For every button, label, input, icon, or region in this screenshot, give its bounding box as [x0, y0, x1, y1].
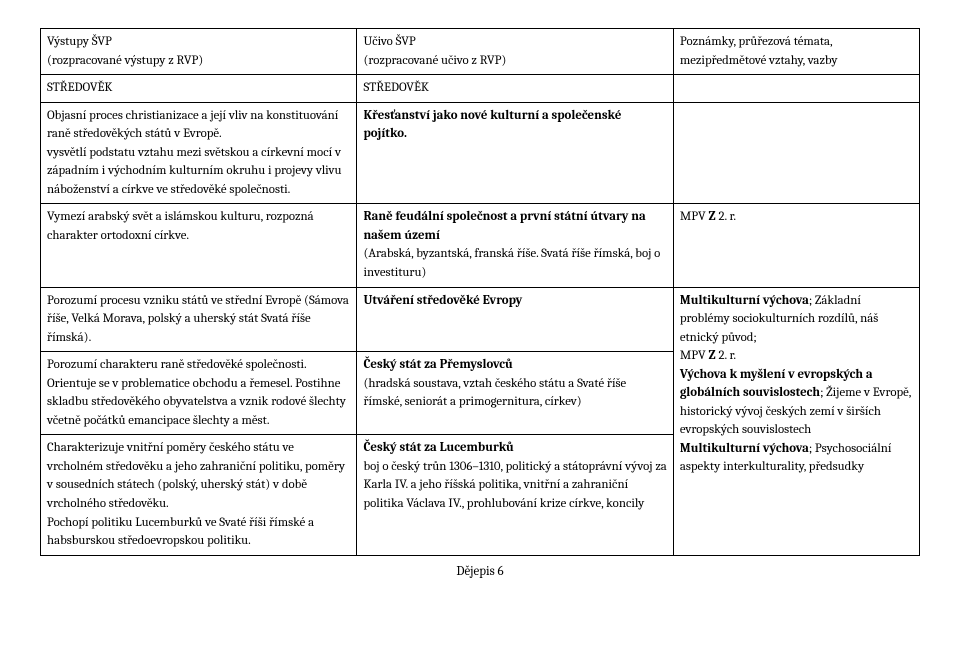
row3c-col1-p2: Pochopí politiku Lucemburků ve Svaté říš… — [47, 514, 350, 551]
header-col2-line2: (rozpracované učivo z RVP) — [363, 53, 506, 68]
row2-col3-pre: MPV — [680, 209, 709, 224]
row2-col1: Vymezí arabský svět a islámskou kulturu,… — [41, 204, 357, 287]
header-col3-line1: Poznámky, průřezová témata, — [680, 34, 833, 49]
row3c-col1-p1: Charakterizuje vnitřní poměry českého st… — [47, 439, 350, 513]
row3b-col2-b: Český stát za Přemyslovců — [363, 356, 666, 375]
row2-col2: Raně feudální společnost a první státní … — [357, 204, 673, 287]
row2-col3-bold: Z — [709, 209, 716, 224]
header-col-2: Učivo ŠVP (rozpracované učivo z RVP) — [357, 29, 673, 75]
row3a-col2-b: Utváření středověké Evropy — [363, 293, 522, 308]
c3-mpv-pre: MPV — [680, 348, 709, 363]
header-col1-line1: Výstupy ŠVP — [47, 34, 112, 49]
content-row-3a: Porozumí procesu vzniku států ve střední… — [41, 287, 920, 352]
header-col1-line2: (rozpracované výstupy z RVP) — [47, 53, 203, 68]
row3c-col2-p: boj o český trůn 1306–1310, politický a … — [363, 458, 666, 514]
header-col2-line1: Učivo ŠVP — [363, 34, 415, 49]
c3-mpv-suf: 2. r. — [716, 348, 736, 363]
row1-col2: Křesťanství jako nové kulturní a společe… — [357, 102, 673, 204]
c3-mpv-b: Z — [709, 348, 716, 363]
row1-col1: Objasní proces christianizace a její vli… — [41, 102, 357, 204]
row2-col2-bold: Raně feudální společnost a první státní … — [363, 208, 666, 245]
c3-b3: Multikulturní výchova — [680, 441, 809, 456]
row3b-col1: Porozumí charakteru raně středověké spol… — [41, 352, 357, 435]
row3-col3-merged: Multikulturní výchova; Základní problémy… — [673, 287, 919, 555]
row3b-col2-p: (hradská soustava, vztah českého státu a… — [363, 375, 666, 412]
content-row-2: Vymezí arabský svět a islámskou kulturu,… — [41, 204, 920, 287]
section-col1: STŘEDOVĚK — [41, 75, 357, 103]
header-col3-line2: mezipředmětové vztahy, vazby — [680, 53, 838, 68]
table-header-row: Výstupy ŠVP (rozpracované výstupy z RVP)… — [41, 29, 920, 75]
header-col-1: Výstupy ŠVP (rozpracované výstupy z RVP) — [41, 29, 357, 75]
row1-col1-p2: vysvětlí podstatu vztahu mezi světskou a… — [47, 144, 350, 200]
header-col-3: Poznámky, průřezová témata, mezipředměto… — [673, 29, 919, 75]
row1-col2-bold: Křesťanství jako nové kulturní a společe… — [363, 108, 621, 142]
page-footer: Dějepis 6 — [40, 564, 920, 579]
row2-col3: MPV Z 2. r. — [673, 204, 919, 287]
section-row: STŘEDOVĚK STŘEDOVĚK — [41, 75, 920, 103]
row2-col3-suf: 2. r. — [716, 209, 736, 224]
curriculum-table: Výstupy ŠVP (rozpracované výstupy z RVP)… — [40, 28, 920, 556]
row3a-col2: Utváření středověké Evropy — [357, 287, 673, 352]
section-col3 — [673, 75, 919, 103]
section-col2: STŘEDOVĚK — [357, 75, 673, 103]
row2-col2-paren: (Arabská, byzantská, franská říše. Svatá… — [363, 245, 666, 282]
row3c-col2-b: Český stát za Lucemburků — [363, 439, 666, 458]
content-row-1: Objasní proces christianizace a její vli… — [41, 102, 920, 204]
row3a-col1: Porozumí procesu vzniku států ve střední… — [41, 287, 357, 352]
row1-col1-p1: Objasní proces christianizace a její vli… — [47, 107, 350, 144]
document-page: Výstupy ŠVP (rozpracované výstupy z RVP)… — [0, 0, 960, 589]
row1-col3 — [673, 102, 919, 204]
row3c-col2: Český stát za Lucemburků boj o český trů… — [357, 435, 673, 555]
c3-b1: Multikulturní výchova — [680, 293, 809, 308]
row3b-col2: Český stát za Přemyslovců (hradská soust… — [357, 352, 673, 435]
row3c-col1: Charakterizuje vnitřní poměry českého st… — [41, 435, 357, 555]
